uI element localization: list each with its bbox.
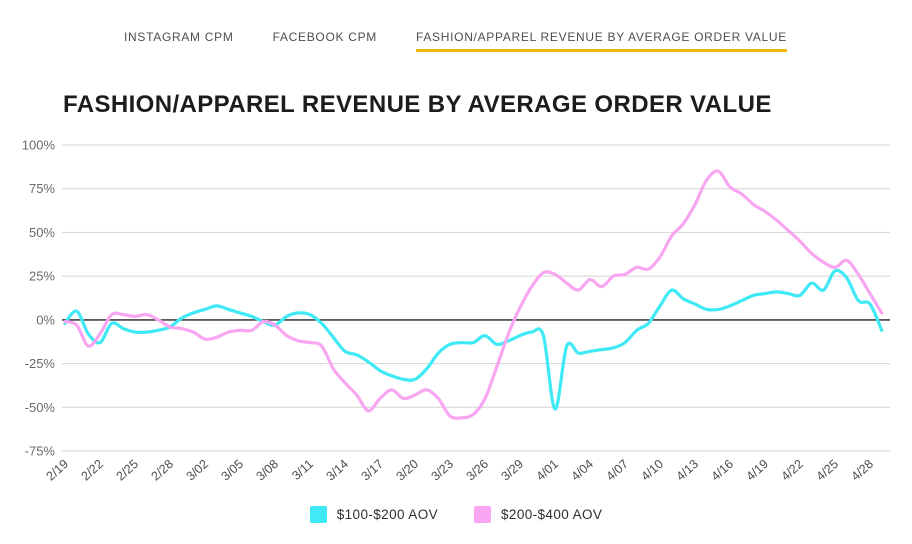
svg-text:3/14: 3/14 [324, 457, 351, 484]
svg-text:-75%: -75% [25, 444, 56, 459]
svg-text:4/07: 4/07 [604, 457, 631, 484]
tab-bar: INSTAGRAM CPM FACEBOOK CPM FASHION/APPAR… [124, 30, 787, 52]
svg-text:3/05: 3/05 [219, 457, 246, 484]
legend-item-200-400-aov[interactable]: $200-$400 AOV [474, 506, 602, 523]
svg-text:2/25: 2/25 [114, 457, 141, 484]
svg-text:3/02: 3/02 [184, 457, 211, 484]
svg-text:75%: 75% [29, 181, 55, 196]
svg-text:2/22: 2/22 [79, 457, 106, 484]
svg-text:4/13: 4/13 [674, 457, 701, 484]
svg-text:4/22: 4/22 [779, 457, 806, 484]
svg-text:3/23: 3/23 [429, 457, 456, 484]
svg-text:3/26: 3/26 [464, 457, 491, 484]
svg-text:4/16: 4/16 [709, 457, 736, 484]
legend-label-100-200-aov: $100-$200 AOV [336, 507, 438, 522]
svg-text:3/08: 3/08 [254, 457, 281, 484]
legend-swatch-cyan [309, 506, 327, 523]
svg-text:0%: 0% [36, 312, 55, 327]
svg-text:4/19: 4/19 [744, 457, 771, 484]
svg-text:3/29: 3/29 [499, 457, 526, 484]
svg-text:3/17: 3/17 [359, 457, 386, 484]
legend-swatch-pink [474, 506, 491, 523]
svg-text:4/28: 4/28 [849, 457, 876, 484]
svg-text:2/19: 2/19 [44, 457, 71, 484]
legend-label-200-400-aov: $200-$400 AOV [501, 507, 603, 522]
chart-title: FASHION/APPAREL REVENUE BY AVERAGE ORDER… [63, 91, 772, 118]
svg-text:4/10: 4/10 [639, 457, 666, 484]
svg-text:3/20: 3/20 [394, 457, 421, 484]
svg-text:2/28: 2/28 [149, 457, 176, 484]
svg-text:4/25: 4/25 [814, 457, 841, 484]
svg-text:4/04: 4/04 [569, 457, 596, 484]
tab-facebook-cpm[interactable]: FACEBOOK CPM [272, 30, 377, 44]
svg-text:3/11: 3/11 [289, 457, 316, 483]
legend-item-100-200-aov[interactable]: $100-$200 AOV [309, 506, 438, 523]
svg-text:100%: 100% [22, 138, 56, 153]
svg-text:4/01: 4/01 [534, 457, 561, 484]
chart-legend: $100-$200 AOV $200-$400 AOV [0, 506, 912, 523]
tab-instagram-cpm[interactable]: INSTAGRAM CPM [124, 30, 234, 44]
svg-text:-50%: -50% [25, 400, 56, 415]
svg-text:25%: 25% [29, 269, 55, 284]
tab-fashion-apparel-revenue[interactable]: FASHION/APPAREL REVENUE BY AVERAGE ORDER… [415, 30, 787, 52]
svg-text:50%: 50% [29, 225, 55, 240]
svg-text:-25%: -25% [25, 356, 56, 371]
